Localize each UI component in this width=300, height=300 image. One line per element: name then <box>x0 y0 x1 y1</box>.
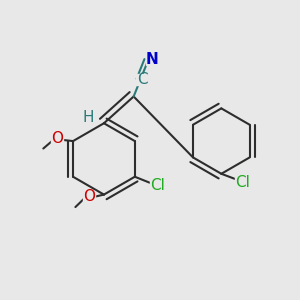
Text: Cl: Cl <box>151 178 165 194</box>
Bar <box>235 176 251 188</box>
Text: H: H <box>83 110 94 125</box>
Bar <box>51 133 63 144</box>
Bar <box>83 191 95 202</box>
Text: N: N <box>145 52 158 67</box>
Bar <box>150 180 166 192</box>
Text: O: O <box>51 131 63 146</box>
Bar <box>146 53 158 65</box>
Bar <box>136 74 148 85</box>
Text: C: C <box>137 72 147 87</box>
Bar <box>82 112 94 124</box>
Text: O: O <box>83 189 95 204</box>
Text: Cl: Cl <box>236 175 250 190</box>
